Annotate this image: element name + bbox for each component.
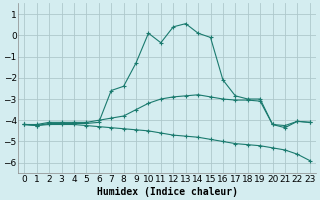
- X-axis label: Humidex (Indice chaleur): Humidex (Indice chaleur): [97, 186, 237, 197]
